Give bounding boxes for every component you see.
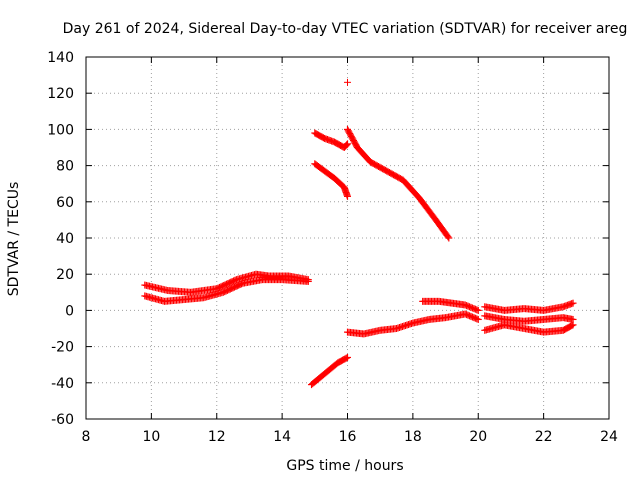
y-tick-label: 80 <box>56 159 74 175</box>
x-tick-label: 10 <box>142 429 160 445</box>
data-point <box>343 141 351 149</box>
data-point <box>473 315 481 323</box>
series-arc-after15-negative <box>308 353 351 389</box>
data-point <box>445 234 453 242</box>
x-tick-label: 18 <box>404 429 422 445</box>
series-arc-early-lower <box>141 276 312 305</box>
data-point <box>473 306 481 314</box>
y-axis-label: SDTVAR / TECUs <box>6 182 22 297</box>
y-tick-label: 140 <box>47 50 74 66</box>
data-point <box>344 140 351 148</box>
series-arc-descending <box>344 125 453 242</box>
grid-lines <box>86 57 609 419</box>
y-tick-label: -40 <box>51 376 74 392</box>
y-tick-label: -60 <box>51 412 74 428</box>
data-point <box>344 192 351 200</box>
x-tick-label: 16 <box>339 429 357 445</box>
outlier-point <box>344 78 351 86</box>
series-arc-rising-negative <box>344 310 482 338</box>
y-tick-label: 100 <box>47 122 74 138</box>
x-axis-label: GPS time / hours <box>286 458 403 474</box>
data-point <box>568 322 576 330</box>
y-tick-label: 20 <box>56 267 74 283</box>
x-tick-label: 12 <box>208 429 226 445</box>
data-point <box>342 354 350 362</box>
x-tick-label: 14 <box>273 429 291 445</box>
y-tick-label: -20 <box>51 340 74 356</box>
data-point <box>304 277 312 285</box>
series-arc-late-c <box>481 321 577 336</box>
data-point <box>344 353 351 361</box>
data-point <box>474 306 482 314</box>
data-point <box>569 321 577 329</box>
series-arc-mid-positive <box>419 297 482 314</box>
series-arc-after15-lower <box>311 160 351 200</box>
y-tick-label: 60 <box>56 195 74 211</box>
series-arc-after15-upper <box>311 129 351 151</box>
series-arc-late-a <box>481 299 577 314</box>
y-tick-label: 0 <box>65 303 74 319</box>
data-point <box>444 233 452 241</box>
y-tick-label: 120 <box>47 86 74 102</box>
y-tick-label: 40 <box>56 231 74 247</box>
x-tick-label: 20 <box>469 429 487 445</box>
x-tick-label: 22 <box>535 429 553 445</box>
x-tick-label: 8 <box>82 429 91 445</box>
x-tick-label: 24 <box>600 429 618 445</box>
data-point <box>569 299 577 307</box>
series-arc-late-b <box>481 312 577 325</box>
chart-title: Day 261 of 2024, Sidereal Day-to-day VTE… <box>63 21 628 37</box>
data-point <box>474 315 482 323</box>
axis-ticks: 8 10 12 14 16 18 20 22 24 -60 -40 -20 0 20 40 60 80 100 12… <box>47 50 618 445</box>
data-points <box>141 78 577 389</box>
